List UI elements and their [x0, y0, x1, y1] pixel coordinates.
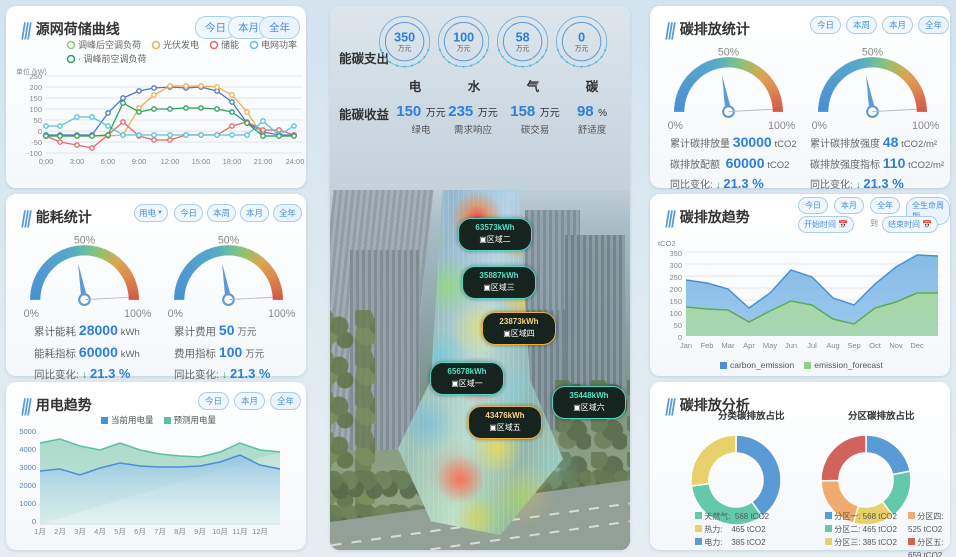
svg-text:tCO2: tCO2 [658, 240, 676, 248]
svg-text:Dec: Dec [910, 341, 924, 350]
svg-text:6:00: 6:00 [101, 157, 116, 166]
svg-text:3000: 3000 [19, 463, 36, 472]
svg-text:100%: 100% [912, 120, 940, 132]
svg-text:100%: 100% [768, 120, 796, 132]
svg-text:3月: 3月 [74, 527, 86, 536]
svg-text:7月: 7月 [154, 527, 166, 536]
svg-text:2月: 2月 [54, 527, 66, 536]
svg-text:21:00: 21:00 [254, 157, 273, 166]
svg-text:Feb: Feb [701, 341, 714, 350]
svg-text:Mar: Mar [722, 341, 735, 350]
svg-text:50: 50 [674, 321, 682, 330]
svg-text:150: 150 [669, 297, 682, 306]
svg-text:200: 200 [669, 285, 682, 294]
svg-text:9:00: 9:00 [132, 157, 147, 166]
svg-text:100: 100 [29, 105, 42, 114]
svg-text:0%: 0% [168, 308, 184, 320]
svg-text:Apr: Apr [743, 341, 755, 350]
svg-text:0%: 0% [812, 120, 828, 132]
svg-text:Jul: Jul [807, 341, 817, 350]
svg-text:Oct: Oct [869, 341, 882, 350]
svg-text:250: 250 [669, 273, 682, 282]
svg-text:100: 100 [669, 309, 682, 318]
svg-text:15:00: 15:00 [192, 157, 211, 166]
svg-text:0%: 0% [24, 308, 40, 320]
svg-text:50%: 50% [718, 47, 740, 59]
svg-text:10月: 10月 [212, 527, 228, 536]
svg-text:0: 0 [38, 127, 42, 136]
svg-text:50%: 50% [218, 235, 240, 247]
svg-text:6月: 6月 [134, 527, 146, 536]
svg-text:Aug: Aug [826, 341, 839, 350]
svg-text:300: 300 [669, 261, 682, 270]
svg-text:200: 200 [29, 83, 42, 92]
svg-text:12:00: 12:00 [161, 157, 180, 166]
svg-text:2000: 2000 [19, 481, 36, 490]
svg-text:12月: 12月 [252, 527, 268, 536]
svg-text:50%: 50% [74, 235, 96, 247]
svg-text:100%: 100% [268, 308, 296, 320]
svg-text:5月: 5月 [114, 527, 126, 536]
svg-text:1月: 1月 [34, 527, 46, 536]
svg-text:250: 250 [29, 72, 42, 81]
svg-text:350: 350 [669, 249, 682, 258]
svg-text:May: May [763, 341, 777, 350]
svg-text:50: 50 [34, 116, 42, 125]
svg-text:4000: 4000 [19, 445, 36, 454]
svg-text:Sep: Sep [847, 341, 860, 350]
svg-text:150: 150 [29, 94, 42, 103]
svg-text:0%: 0% [668, 120, 684, 132]
svg-text:11月: 11月 [232, 527, 247, 536]
svg-text:0: 0 [32, 517, 36, 526]
svg-text:0:00: 0:00 [39, 157, 54, 166]
svg-text:18:00: 18:00 [223, 157, 242, 166]
svg-text:3:00: 3:00 [70, 157, 85, 166]
svg-text:Jun: Jun [785, 341, 797, 350]
svg-text:Nov: Nov [889, 341, 903, 350]
svg-text:100%: 100% [124, 308, 152, 320]
svg-text:50%: 50% [862, 47, 884, 59]
svg-text:5000: 5000 [19, 428, 36, 436]
svg-text:9月: 9月 [194, 527, 206, 536]
svg-text:24:00: 24:00 [286, 157, 305, 166]
svg-text:4月: 4月 [94, 527, 106, 536]
svg-text:-50: -50 [31, 138, 42, 147]
svg-text:1000: 1000 [19, 499, 36, 508]
svg-text:Jan: Jan [680, 341, 692, 350]
svg-text:8月: 8月 [174, 527, 186, 536]
